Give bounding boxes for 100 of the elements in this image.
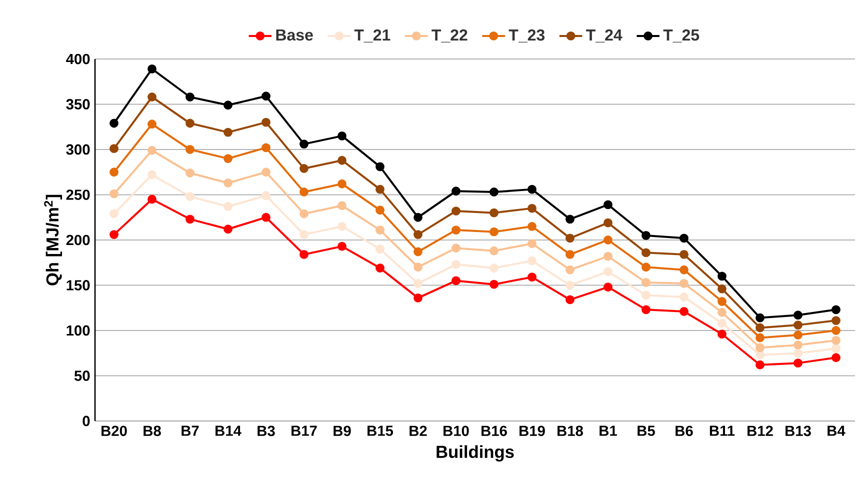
point — [414, 247, 422, 256]
point — [148, 146, 156, 155]
point — [338, 131, 346, 140]
x-tick-label: B19 — [520, 426, 545, 436]
point — [680, 292, 688, 302]
point — [414, 212, 422, 222]
y-tick-label: 400 — [66, 54, 90, 64]
x-tick-label: B3 — [258, 426, 275, 436]
point — [680, 265, 688, 274]
point — [300, 250, 308, 259]
point — [832, 316, 840, 325]
point — [528, 184, 536, 194]
point — [300, 209, 308, 218]
point — [604, 218, 612, 228]
y-tick-label: 250 — [66, 190, 90, 200]
point — [224, 202, 232, 211]
point — [186, 192, 194, 202]
point — [110, 168, 118, 177]
point — [604, 200, 612, 210]
point — [528, 222, 536, 231]
x-tick-label: B17 — [292, 426, 317, 436]
point — [224, 178, 232, 188]
point — [490, 188, 498, 196]
legend-label: Base — [276, 29, 313, 41]
point — [566, 295, 574, 304]
point — [224, 224, 232, 234]
point — [794, 348, 802, 358]
legend-label: T_24 — [586, 29, 622, 42]
point — [490, 280, 498, 289]
point — [718, 284, 726, 294]
point — [110, 189, 118, 198]
point — [642, 305, 650, 314]
point — [186, 118, 194, 128]
point — [832, 336, 840, 345]
point — [452, 206, 460, 216]
point — [338, 242, 346, 251]
x-tick-label: B20 — [102, 426, 127, 436]
point — [680, 250, 688, 259]
point — [414, 278, 422, 288]
point — [300, 230, 308, 240]
point — [110, 230, 118, 240]
x-tick-label: B5 — [638, 426, 655, 436]
x-tick-label: B10 — [444, 426, 469, 436]
point — [490, 246, 498, 256]
point — [718, 330, 726, 339]
point — [718, 297, 726, 306]
point — [794, 320, 802, 330]
x-tick-label: B18 — [558, 426, 583, 436]
point — [300, 140, 308, 149]
point — [756, 333, 764, 342]
point — [642, 248, 650, 258]
y-tick-label: 150 — [66, 280, 90, 290]
point — [300, 188, 308, 196]
point — [718, 272, 726, 281]
point — [832, 305, 840, 314]
x-tick-label: B1 — [600, 426, 617, 436]
x-tick-label: B16 — [482, 426, 507, 436]
point — [756, 360, 764, 370]
point — [262, 168, 270, 177]
point — [528, 239, 536, 248]
y-tick-label: 50 — [74, 370, 90, 381]
point — [756, 343, 764, 352]
x-tick-label: B12 — [748, 426, 773, 436]
x-tick-label: B14 — [216, 426, 242, 436]
x-tick-label: B15 — [368, 426, 394, 436]
point — [186, 92, 194, 102]
point — [832, 344, 840, 354]
point — [604, 252, 612, 261]
legend-label: T_25 — [663, 29, 700, 42]
point — [262, 212, 270, 222]
point — [452, 260, 460, 269]
x-tick-label: B4 — [828, 426, 846, 436]
point — [490, 208, 498, 218]
point — [566, 265, 574, 274]
point — [452, 244, 460, 253]
point — [148, 64, 156, 74]
point — [376, 226, 384, 235]
point — [718, 308, 726, 317]
x-tick-label: B11 — [710, 426, 735, 436]
y-tick-label: 300 — [66, 144, 90, 155]
point — [110, 209, 118, 218]
point — [300, 164, 308, 173]
point — [566, 250, 574, 259]
point — [528, 272, 536, 282]
point — [794, 330, 802, 340]
point — [338, 156, 346, 165]
y-tick-label: 0 — [82, 416, 90, 426]
point — [376, 184, 384, 194]
x-tick-label: B2 — [410, 426, 427, 436]
point — [642, 230, 650, 240]
point — [832, 326, 840, 335]
point — [566, 214, 574, 224]
point — [262, 118, 270, 127]
point — [186, 168, 194, 178]
y-tick-label: 200 — [66, 234, 90, 246]
point — [224, 128, 232, 137]
x-tick-label: B13 — [786, 426, 811, 436]
point — [338, 201, 346, 210]
x-tick-label: B9 — [334, 426, 351, 436]
point — [680, 234, 688, 243]
